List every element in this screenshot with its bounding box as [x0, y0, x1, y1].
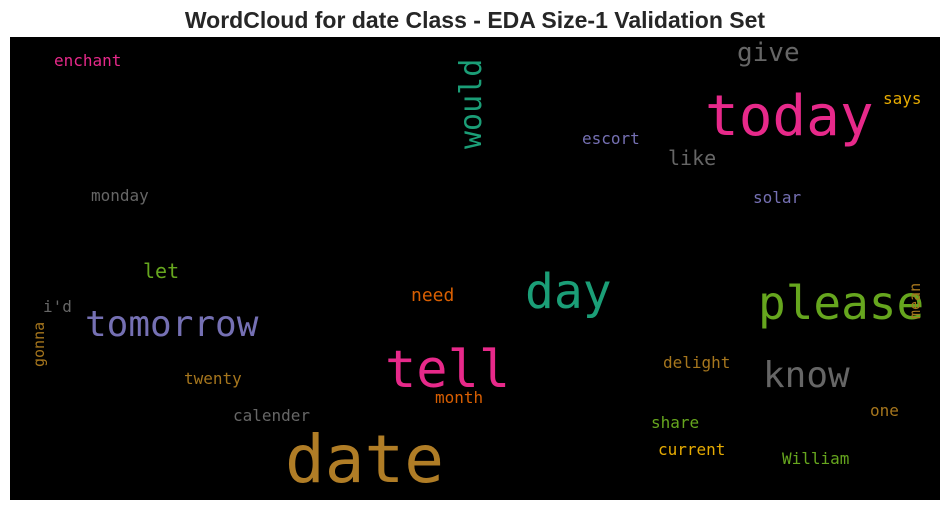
- word-one: one: [870, 401, 899, 420]
- word-today: today: [705, 84, 874, 149]
- word-id: i'd: [43, 297, 72, 316]
- word-calender: calender: [233, 406, 311, 425]
- word-let: let: [143, 259, 180, 283]
- word-like: like: [668, 146, 717, 170]
- word-says: says: [883, 89, 922, 108]
- word-enchant: enchant: [54, 51, 122, 70]
- word-solar: solar: [753, 188, 802, 207]
- word-date: date: [285, 421, 444, 498]
- word-william: William: [782, 449, 850, 468]
- word-month: month: [435, 388, 484, 407]
- word-need: need: [411, 285, 455, 306]
- word-escort: escort: [582, 129, 640, 148]
- word-current: current: [658, 440, 726, 459]
- word-tomorrow: tomorrow: [85, 304, 259, 345]
- word-gonna: gonna: [30, 321, 48, 367]
- word-twenty: twenty: [184, 369, 242, 388]
- word-day: day: [525, 264, 612, 320]
- chart-title: WordCloud for date Class - EDA Size-1 Va…: [184, 7, 766, 33]
- word-give: give: [737, 38, 800, 68]
- word-delight: delight: [663, 353, 731, 372]
- word-would: would: [454, 58, 489, 149]
- word-know: know: [763, 355, 850, 396]
- word-mean: mean: [906, 282, 924, 319]
- word-monday: monday: [91, 186, 149, 205]
- word-share: share: [651, 413, 700, 432]
- word-tell: tell: [385, 340, 511, 400]
- word-cloud: date today tell day please tomorrow know…: [10, 37, 940, 500]
- word-please: please: [758, 276, 925, 330]
